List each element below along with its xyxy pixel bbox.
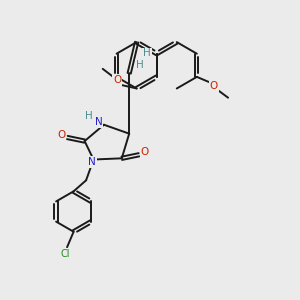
Text: H: H — [85, 111, 92, 122]
Text: Cl: Cl — [61, 249, 70, 259]
Text: N: N — [88, 157, 96, 167]
Text: H: H — [143, 48, 151, 59]
Text: O: O — [57, 130, 66, 140]
Text: O: O — [210, 81, 218, 92]
Text: H: H — [136, 60, 143, 70]
Text: O: O — [141, 147, 149, 157]
Text: O: O — [113, 75, 121, 85]
Text: N: N — [95, 117, 103, 128]
